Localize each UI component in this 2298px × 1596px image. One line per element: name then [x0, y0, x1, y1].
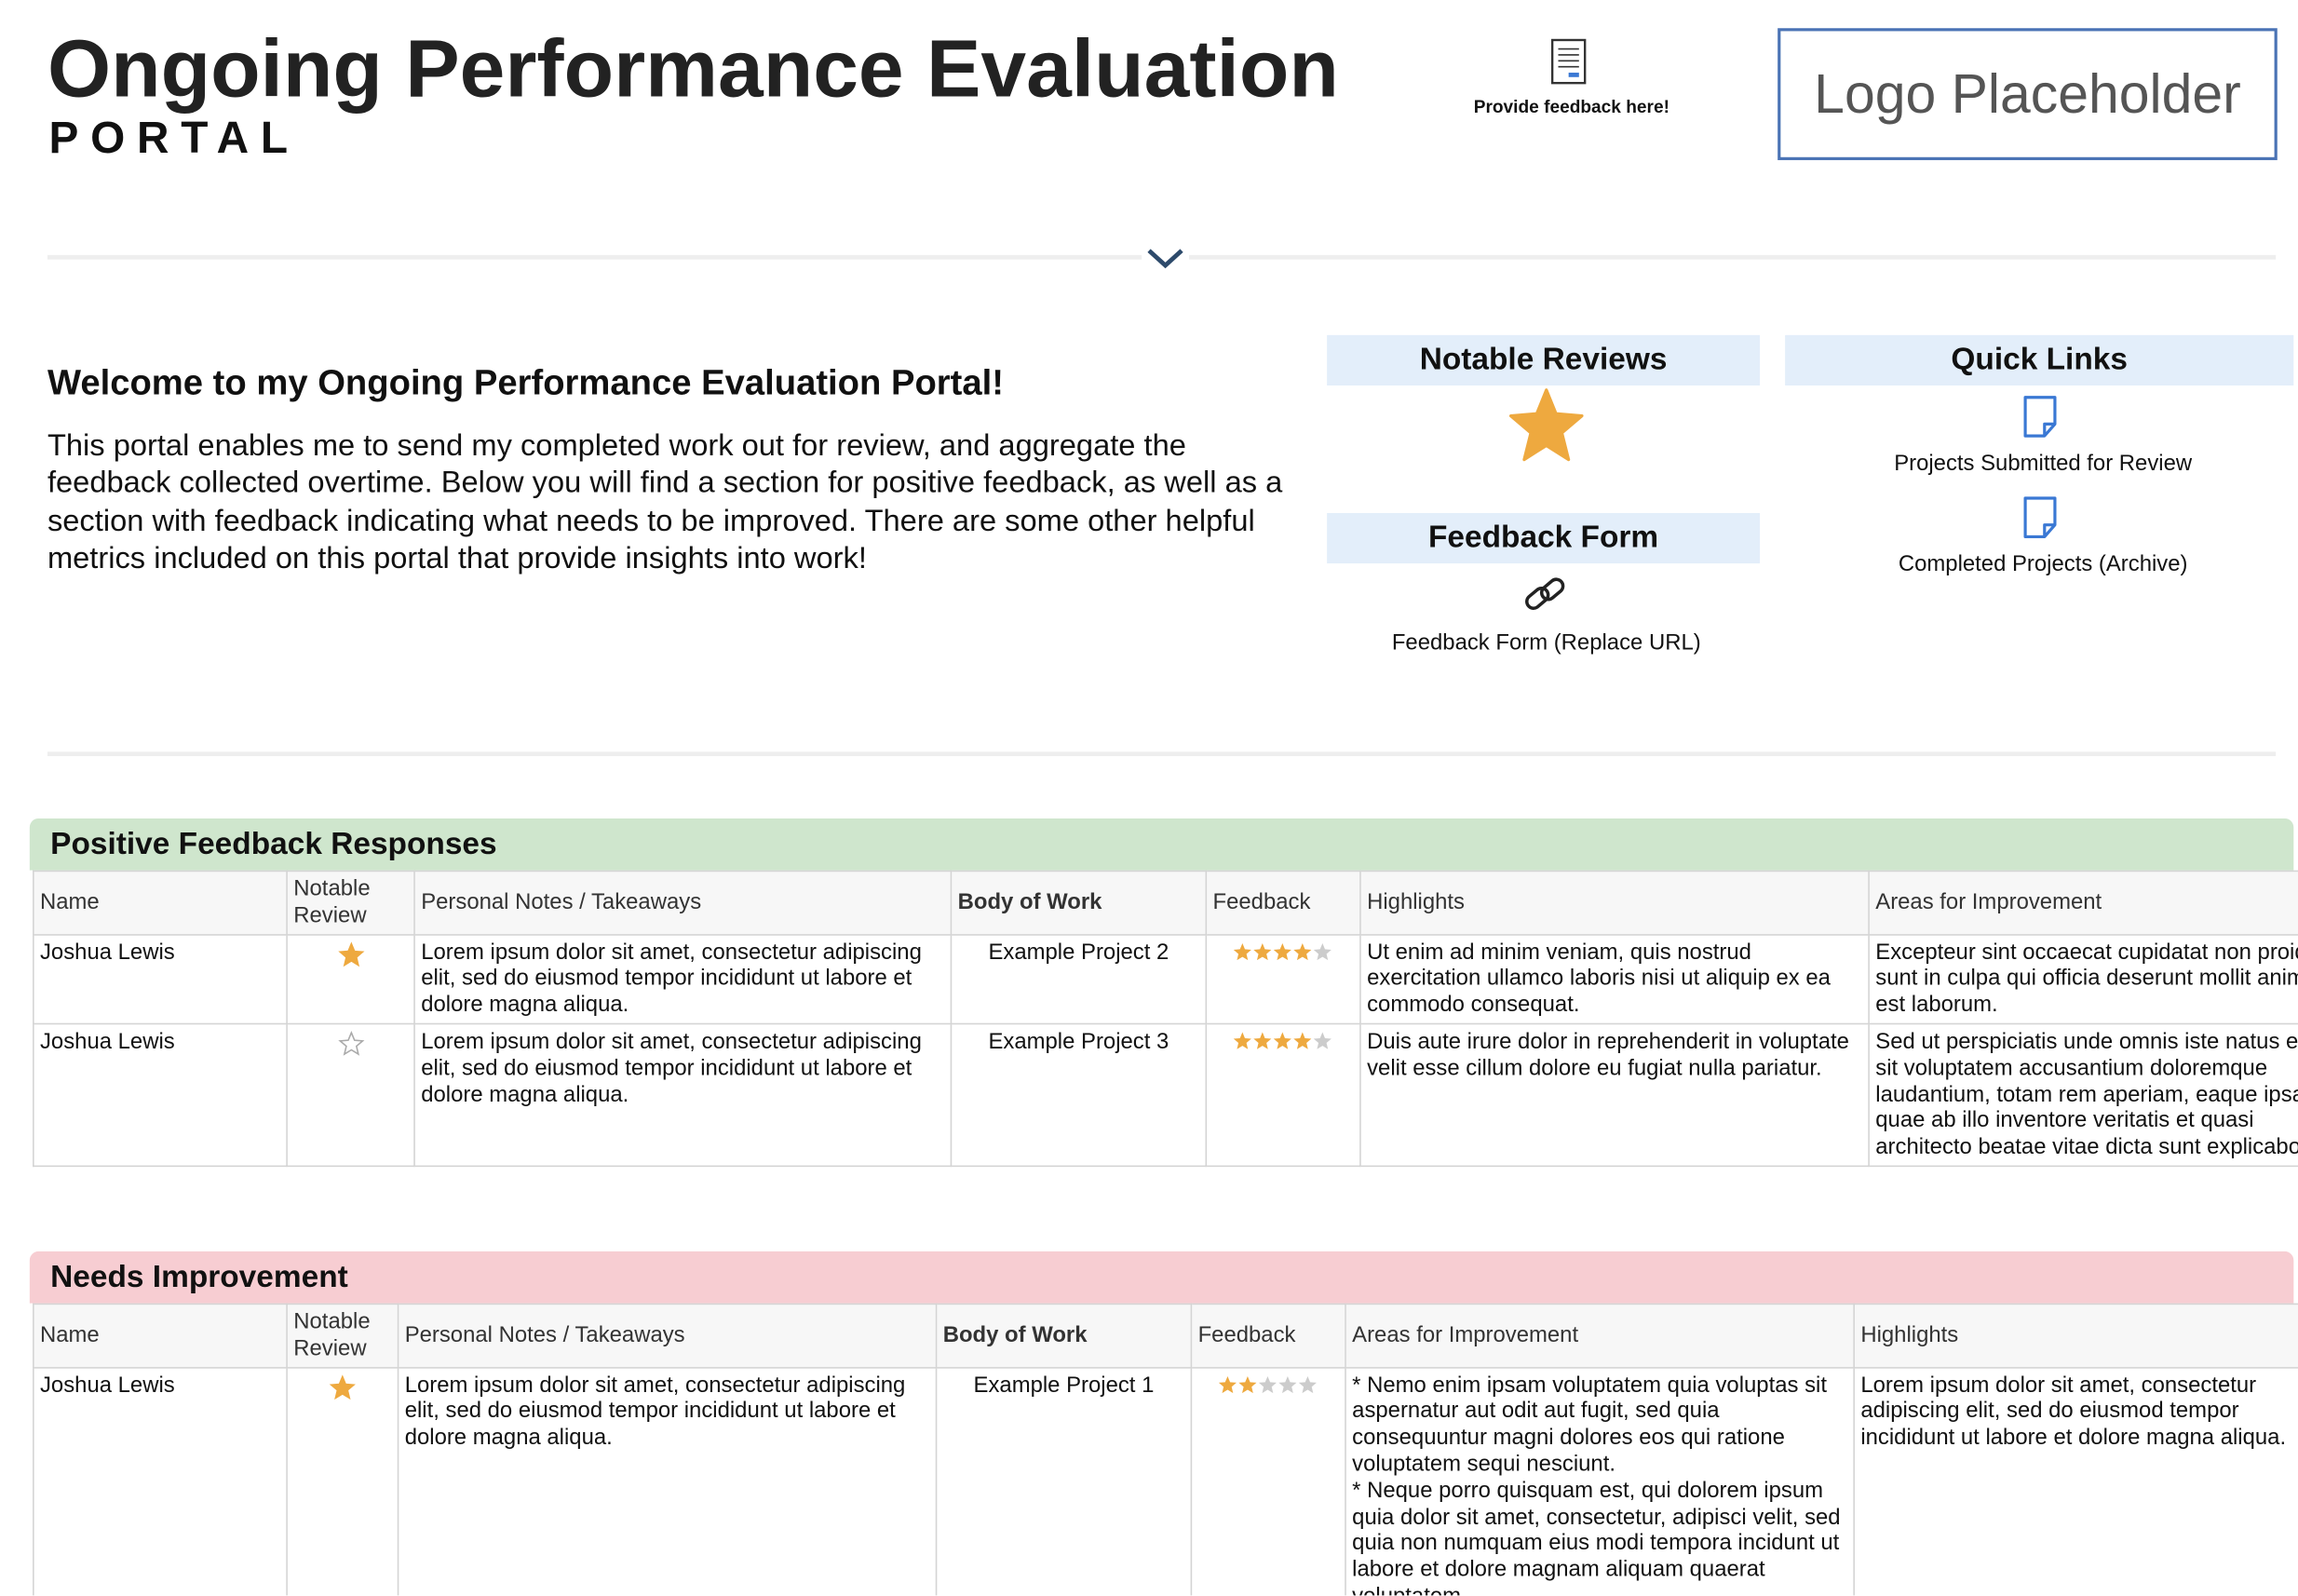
table-row[interactable]: Joshua Lewis Lorem ipsum dolor sit amet, … — [33, 1366, 2298, 1596]
star — [1233, 1032, 1251, 1049]
column-header: Body of Work — [935, 1303, 1193, 1369]
feedback-icon[interactable] — [1550, 38, 1589, 86]
table-cell: Sed ut perspiciatis unde omnis iste natu… — [1868, 1022, 2298, 1168]
notable-cell — [286, 1366, 399, 1596]
quick-link[interactable]: Completed Projects (Archive) — [1898, 551, 2188, 577]
header-row: Name Notable Review Personal Notes / Takea… — [33, 1303, 2298, 1369]
rating-stars — [1233, 942, 1331, 960]
notable-reviews-title: Notable Reviews — [1327, 334, 1761, 385]
star — [1312, 1032, 1331, 1049]
document-shape — [2023, 396, 2057, 438]
document-icon[interactable] — [2021, 395, 2059, 440]
column-header: Personal Notes / Takeaways — [397, 1303, 938, 1369]
star — [1233, 942, 1251, 960]
table-row[interactable]: Joshua Lewis Lorem ipsum dolor sit amet, … — [33, 933, 2298, 1025]
table-cell: Example Project 3 — [950, 1022, 1208, 1168]
column-header: Areas for Improvement — [1345, 1303, 1855, 1369]
star — [1292, 942, 1311, 960]
star — [1252, 1032, 1271, 1049]
feedback-link[interactable]: Provide feedback here! — [1473, 96, 1669, 117]
link-icon[interactable] — [1521, 573, 1569, 617]
table-cell: Joshua Lewis — [33, 1022, 288, 1168]
column-header: Name — [33, 1303, 288, 1369]
quick-link[interactable]: Projects Submitted for Review — [1894, 451, 2193, 477]
logo: Logo Placeholder — [1778, 28, 2278, 160]
rating-cell — [1205, 933, 1361, 1025]
star — [1258, 1375, 1277, 1393]
rating-stars — [1233, 1032, 1331, 1049]
feedback-form-title: Feedback Form — [1327, 512, 1761, 564]
star — [1252, 942, 1271, 960]
star — [1312, 942, 1331, 960]
table-cell: Lorem ipsum dolor sit amet, consectetur … — [413, 933, 953, 1025]
table-row[interactable]: Joshua Lewis Lorem ipsum dolor sit amet, … — [33, 1022, 2298, 1168]
table-cell: Lorem ipsum dolor sit amet, consectetur … — [413, 1022, 953, 1168]
document-shape — [2023, 496, 2057, 539]
column-header: Feedback — [1205, 870, 1361, 936]
notable-star[interactable] — [337, 940, 364, 967]
star — [1292, 1032, 1311, 1049]
rating-cell — [1190, 1366, 1346, 1596]
quick-links-title: Quick Links — [1785, 334, 2294, 385]
table-cell: Joshua Lewis — [33, 1366, 288, 1596]
notable-star[interactable] — [329, 1373, 356, 1400]
table-cell: Example Project 2 — [950, 933, 1208, 1025]
table-cell: Duis aute irure dolor in reprehenderit i… — [1359, 1022, 1870, 1168]
table-cell: Example Project 1 — [935, 1366, 1193, 1596]
table-cell: Joshua Lewis — [33, 933, 288, 1025]
star — [1218, 1375, 1237, 1393]
column-header: Areas for Improvement — [1868, 870, 2298, 936]
divider — [47, 751, 2277, 757]
welcome-heading: Welcome to my Ongoing Performance Evalua… — [47, 363, 1005, 404]
feedback-form-link[interactable]: Feedback Form (Replace URL) — [1391, 629, 1701, 656]
section-title: Positive Feedback Responses — [29, 818, 2294, 871]
data-table: Name Notable Review Personal Notes / Takea… — [33, 1303, 2298, 1596]
rating-stars — [1218, 1375, 1317, 1393]
table-section: Positive Feedback Responses Name Notable R… — [29, 818, 2298, 1168]
page-title: Ongoing Performance Evaluation — [47, 21, 1339, 115]
star — [1277, 1375, 1296, 1393]
table-cell: Excepteur sint occaecat cupidatat non pr… — [1868, 933, 2298, 1025]
star-icon — [1508, 388, 1584, 462]
data-table: Name Notable Review Personal Notes / Takea… — [33, 870, 2298, 1168]
column-header: Feedback — [1190, 1303, 1346, 1369]
chevron[interactable] — [1142, 243, 1190, 277]
section-title: Needs Improvement — [29, 1251, 2294, 1304]
table-cell: Ut enim ad minim veniam, quis nostrud ex… — [1359, 933, 1870, 1025]
column-header: Highlights — [1853, 1303, 2298, 1369]
column-header: Name — [33, 870, 288, 936]
page-subtitle: PORTAL — [48, 114, 300, 164]
star — [1273, 942, 1291, 960]
table-cell: Lorem ipsum dolor sit amet, consectetur … — [397, 1366, 938, 1596]
document-icon[interactable] — [2021, 495, 2059, 540]
column-header: Notable Review — [286, 1303, 399, 1369]
column-header: Highlights — [1359, 870, 1870, 936]
star — [1273, 1032, 1291, 1049]
header-row: Name Notable Review Personal Notes / Takea… — [33, 870, 2298, 936]
table-cell: Lorem ipsum dolor sit amet, consectetur … — [1853, 1366, 2298, 1596]
column-header: Notable Review — [286, 870, 415, 936]
table-cell: * Nemo enim ipsam voluptatem quia volupt… — [1345, 1366, 1855, 1596]
notable-cell — [286, 1022, 415, 1168]
welcome-body: This portal enables me to send my comple… — [47, 428, 1283, 575]
rating-cell — [1205, 1022, 1361, 1168]
star — [1298, 1375, 1317, 1393]
notable-star[interactable] — [337, 1030, 364, 1058]
column-header: Personal Notes / Takeaways — [413, 870, 953, 936]
notable-cell — [286, 933, 415, 1025]
column-header: Body of Work — [950, 870, 1208, 936]
table-section: Needs Improvement Name Notable Review Perso… — [29, 1251, 2298, 1596]
star — [1237, 1375, 1256, 1393]
star — [337, 940, 364, 967]
star — [329, 1373, 356, 1400]
star — [337, 1030, 364, 1056]
